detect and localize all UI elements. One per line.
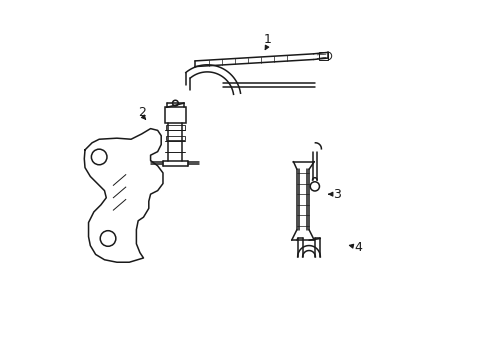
Bar [166, 125, 184, 130]
Text: 2: 2 [138, 106, 145, 119]
Bar [166, 136, 184, 140]
Text: 4: 4 [353, 241, 361, 254]
Bar [164, 107, 185, 123]
Text: 3: 3 [332, 188, 340, 201]
Text: 1: 1 [263, 33, 271, 46]
Bar [319, 52, 327, 60]
